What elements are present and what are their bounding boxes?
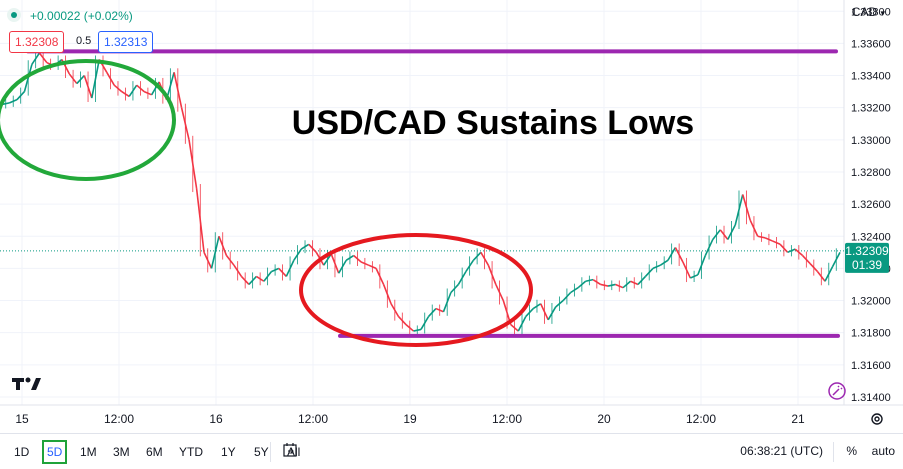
x-tick-label: 16 bbox=[209, 412, 223, 426]
y-tick-label: 1.33000 bbox=[851, 135, 891, 147]
y-tick-label: 1.31600 bbox=[851, 360, 891, 372]
current-price-value: 1.32309 bbox=[845, 244, 889, 258]
y-tick-label: 1.32600 bbox=[851, 199, 891, 211]
bottom-toolbar: 1D 5D 1M 3M 6M YTD 1Y 5Y All 06:38:21 (UTC) % au… bbox=[0, 433, 903, 469]
x-tick-label: 20 bbox=[597, 412, 611, 426]
y-tick-label: 1.32000 bbox=[851, 296, 891, 308]
x-tick-label: 19 bbox=[403, 412, 417, 426]
y-tick-label: 1.32800 bbox=[851, 167, 891, 179]
clock-timezone[interactable]: 06:38:21 (UTC) bbox=[740, 444, 823, 458]
timeframe-5d[interactable]: 5D bbox=[42, 440, 68, 464]
timeframe-1m[interactable]: 1M bbox=[80, 445, 97, 459]
countdown-value: 01:39 bbox=[852, 258, 882, 272]
y-tick-label: 1.33800 bbox=[851, 6, 891, 18]
price-change: +0.00022 (+0.02%) bbox=[30, 9, 133, 23]
y-tick-label: 1.33200 bbox=[851, 103, 891, 115]
price-series bbox=[1, 49, 841, 336]
y-tick-label: 1.31400 bbox=[851, 392, 891, 404]
currency-selector[interactable]: CAD ▾ bbox=[852, 5, 885, 19]
spread-value: 0.5 bbox=[76, 35, 92, 47]
timeframe-1y[interactable]: 1Y bbox=[221, 445, 236, 459]
auto-scale-toggle[interactable]: auto bbox=[871, 444, 895, 458]
calendar-goto-icon[interactable] bbox=[283, 443, 297, 457]
y-tick-label: 1.33600 bbox=[851, 38, 891, 50]
timeframe-3m[interactable]: 3M bbox=[113, 445, 130, 459]
x-tick-label: 12:00 bbox=[492, 412, 522, 426]
gear-icon[interactable] bbox=[869, 411, 885, 427]
tradingview-logo-icon bbox=[12, 377, 41, 390]
timeframe-ytd[interactable]: YTD bbox=[179, 445, 203, 459]
x-tick-label: 21 bbox=[791, 412, 805, 426]
timeframe-1d[interactable]: 1D bbox=[14, 445, 30, 459]
currency-label: CAD bbox=[851, 5, 878, 19]
toolbar-divider bbox=[833, 442, 834, 462]
y-tick-label: 1.31800 bbox=[851, 328, 891, 340]
toolbar-divider bbox=[270, 442, 271, 462]
magic-wand-icon[interactable] bbox=[828, 382, 846, 400]
x-tick-label: 12:00 bbox=[298, 412, 328, 426]
timeframe-5y[interactable]: 5Y bbox=[254, 445, 269, 459]
chart-title: USD/CAD Sustains Lows bbox=[292, 104, 694, 142]
sell-price-button[interactable]: 1.32308 bbox=[9, 31, 65, 53]
percent-scale-toggle[interactable]: % bbox=[846, 444, 857, 458]
x-tick-label: 12:00 bbox=[686, 412, 716, 426]
current-price-label: 1.32309 01:39 bbox=[845, 242, 889, 273]
y-tick-label: 1.32400 bbox=[851, 231, 891, 243]
price-axis[interactable]: 1.33800 1.33600 1.33400 1.33200 1.33000 1.328… bbox=[851, 6, 891, 404]
timeframe-6m[interactable]: 6M bbox=[146, 445, 163, 459]
x-tick-label: 15 bbox=[15, 412, 29, 426]
x-tick-label: 12:00 bbox=[104, 412, 134, 426]
y-tick-label: 1.33400 bbox=[851, 71, 891, 83]
chart-area[interactable]: 1.33800 1.33600 1.33400 1.33200 1.33000 1.328… bbox=[0, 0, 903, 433]
buy-price-button[interactable]: 1.32313 bbox=[98, 31, 154, 53]
market-status-icon[interactable] bbox=[7, 8, 21, 22]
chevron-down-icon: ▾ bbox=[880, 8, 885, 18]
green-highlight-ellipse bbox=[0, 59, 176, 181]
time-axis[interactable]: 15 12:00 16 12:00 19 12:00 20 12:00 21 bbox=[15, 412, 805, 426]
red-highlight-ellipse bbox=[299, 233, 533, 347]
price-chart[interactable]: 1.33800 1.33600 1.33400 1.33200 1.33000 1.328… bbox=[0, 0, 903, 433]
